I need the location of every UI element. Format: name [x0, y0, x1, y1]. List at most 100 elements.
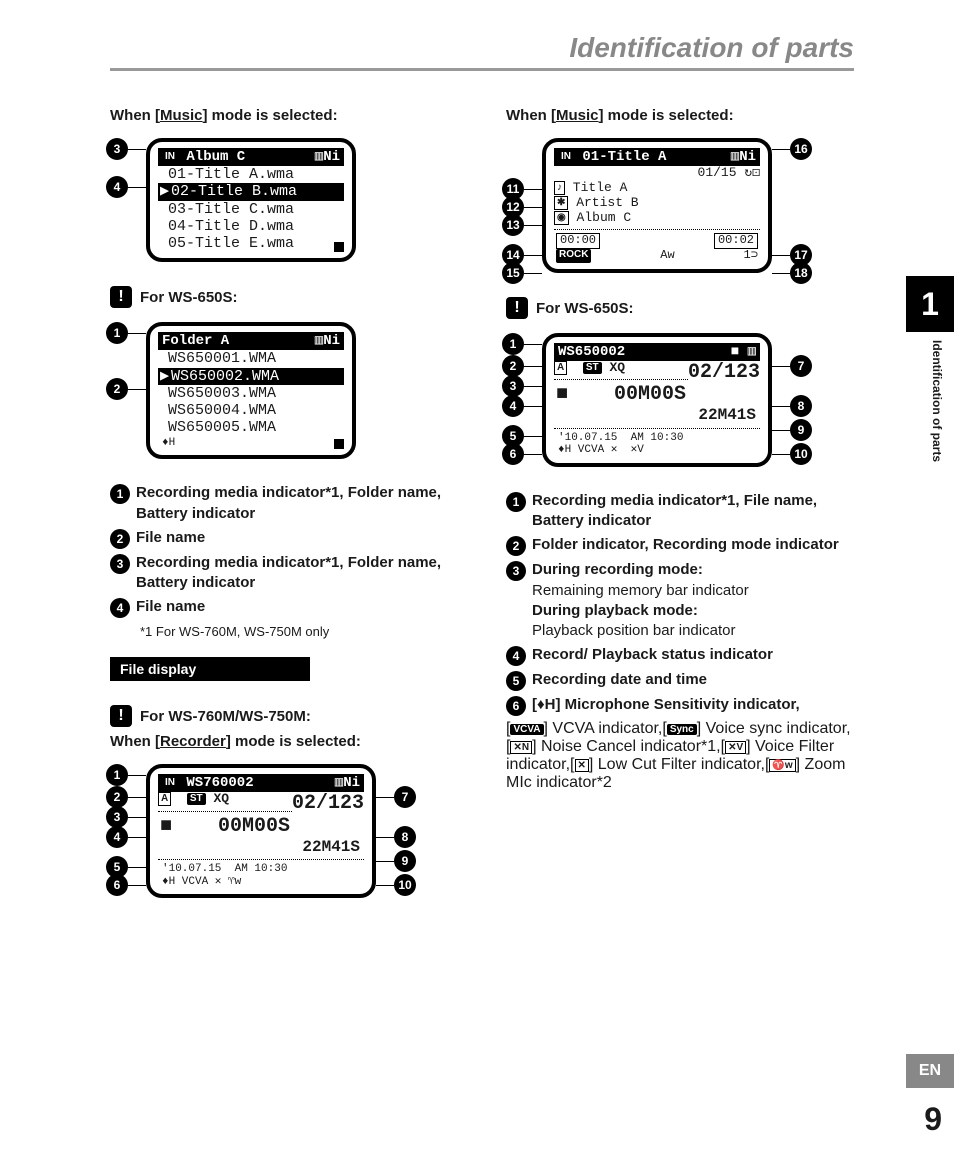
scroll-indicator-icon — [334, 439, 344, 449]
indicator-row: ♦H VCVA ✕ ♈w — [158, 876, 364, 889]
legend-number: 4 — [506, 646, 526, 666]
list-item: WS650003.WMA — [158, 385, 344, 402]
legend-text: Folder indicator, Recording mode indicat… — [532, 535, 839, 556]
callout-1: 1 — [106, 764, 128, 786]
info-row: ◉ Album C — [554, 211, 760, 226]
mic-sensitivity-icon: ♦H — [158, 437, 344, 450]
callout-3: 3 — [106, 138, 128, 160]
callout-7: 7 — [790, 355, 812, 377]
legend-number: 4 — [110, 598, 130, 618]
screen-recorder-detail: IN WS760002▥Ni A ST XQ 02/123 ■00M00S 22… — [146, 764, 376, 898]
callout-9: 9 — [394, 850, 416, 872]
legend-number: 3 — [506, 561, 526, 581]
list-item: 01-Title A.wma — [158, 166, 344, 183]
right-column: When [Music] mode is selected: IN 01-Tit… — [506, 107, 854, 908]
legend-item: 6[♦H] Microphone Sensitivity indicator, — [506, 695, 854, 716]
remaining-time: 22M41S — [554, 406, 760, 424]
callout-3: 3 — [106, 806, 128, 828]
left-column: When [Music] mode is selected: IN Album … — [110, 107, 458, 908]
legend-item: 3 Recording media indicator*1, Folder nam… — [110, 553, 458, 594]
time-total: 00:02 — [714, 233, 758, 249]
info-icon: ✱ — [554, 196, 568, 210]
note-icon: ! — [506, 297, 528, 319]
callout-8: 8 — [790, 395, 812, 417]
legend-item: 4File name — [110, 597, 458, 618]
mode-label: When [Music] mode is selected: — [110, 107, 458, 124]
legend-item: 1Recording media indicator*1, Folder nam… — [110, 483, 458, 524]
callout-3: 3 — [502, 375, 524, 397]
legend-number: 5 — [506, 671, 526, 691]
columns: When [Music] mode is selected: IN Album … — [110, 107, 854, 908]
note-icon: ! — [110, 705, 132, 727]
legend-item: 1Recording media indicator*1, File name,… — [506, 491, 854, 532]
list-item: 03-Title C.wma — [158, 201, 344, 218]
legend-indicator: [Sync] Voice sync indicator, — [662, 720, 850, 737]
chapter-label-vertical: Identification of parts — [930, 340, 944, 462]
status-icon: ■ — [556, 383, 568, 406]
legend-text: Recording date and time — [532, 670, 707, 691]
callout-10: 10 — [790, 443, 812, 465]
legend-number: 3 — [110, 554, 130, 574]
elapsed-time: 00M00S — [614, 383, 686, 406]
mode-label: When [Music] mode is selected: — [506, 107, 854, 124]
folder-mode-row: A ST XQ 02/123 — [554, 361, 760, 376]
legend-number: 2 — [506, 536, 526, 556]
header-rule — [110, 68, 854, 71]
screen-topbar: IN WS760002▥Ni — [158, 774, 364, 792]
callout-16: 16 — [790, 138, 812, 160]
screen-topbar: IN Album C▥Ni — [158, 148, 344, 166]
callout-6: 6 — [502, 443, 524, 465]
page: Identification of parts When [Music] mod… — [0, 0, 954, 1158]
lcd-screen: IN Album C▥Ni 01-Title A.wma02-Title B.w… — [146, 138, 356, 262]
heading-ws760: ! For WS-760M/WS-750M: — [110, 705, 458, 727]
time-row: 00:00 00:02 — [554, 233, 760, 249]
mode-label-recorder: When [Recorder] mode is selected: — [110, 733, 458, 750]
media-icon: IN — [162, 151, 178, 163]
page-number: 9 — [924, 1101, 942, 1138]
list-item: WS650002.WMA — [158, 368, 344, 385]
legend-item: 2File name — [110, 528, 458, 549]
battery-icon: ▥Ni — [731, 149, 756, 165]
callout-1: 1 — [106, 322, 128, 344]
media-icon: IN — [558, 151, 574, 163]
callout-15: 15 — [502, 262, 524, 284]
battery-icon: ■ ▥ — [731, 344, 756, 360]
legend-item: 2 Folder indicator, Recording mode indica… — [506, 535, 854, 556]
list-item: WS650005.WMA — [158, 419, 344, 436]
callout-8: 8 — [394, 826, 416, 848]
file-display-bar: File display — [110, 657, 310, 681]
legend-text: Recording media indicator*1, Folder name… — [136, 553, 458, 594]
list-item: 04-Title D.wma — [158, 218, 344, 235]
battery-icon: ▥Ni — [335, 775, 360, 791]
indicator-row: ♦H VCVA ✕ ✕V — [554, 444, 760, 457]
callout-1: 1 — [502, 333, 524, 355]
time-elapsed: 00:00 — [556, 233, 600, 249]
heading-ws650s: ! For WS-650S: — [506, 297, 854, 319]
legend-right: 1Recording media indicator*1, File name,… — [506, 491, 854, 717]
list-item: WS650001.WMA — [158, 350, 344, 367]
legend-text: During recording mode:Remaining memory b… — [532, 560, 749, 641]
legend-text: Recording media indicator*1, File name, … — [532, 491, 854, 532]
legend-left: 1Recording media indicator*1, Folder nam… — [110, 483, 458, 618]
language-badge: EN — [906, 1054, 954, 1088]
status-icon: ■ — [160, 815, 172, 838]
date-time: '10.07.15 AM 10:30 — [158, 863, 364, 876]
info-icon: ♪ — [554, 181, 565, 195]
screen-music-detail: IN 01-Title A▥Ni 01/15 ↻⚀ ♪ Title A✱ Art… — [542, 138, 772, 273]
legend-item: 3 During recording mode:Remaining memory … — [506, 560, 854, 641]
legend-text: [♦H] Microphone Sensitivity indicator, — [532, 695, 800, 716]
chapter-tab: 1 — [906, 276, 954, 332]
screen-folder-list: Folder A▥Ni WS650001.WMAWS650002.WMAWS65… — [146, 322, 356, 459]
lcd-screen: Folder A▥Ni WS650001.WMAWS650002.WMAWS65… — [146, 322, 356, 459]
battery-icon: ▥Ni — [315, 333, 340, 349]
remaining-time: 22M41S — [158, 838, 364, 856]
date-time: '10.07.15 AM 10:30 — [554, 432, 760, 445]
callout-2: 2 — [502, 355, 524, 377]
lcd-screen: WS650002■ ▥ A ST XQ 02/123 ■00M00S 22M41… — [542, 333, 772, 467]
legend-text: Recording media indicator*1, Folder name… — [136, 483, 458, 524]
time-row: ■00M00S — [158, 815, 292, 838]
callout-18: 18 — [790, 262, 812, 284]
legend-right-extra: [VCVA] VCVA indicator,[Sync] Voice sync … — [506, 720, 854, 792]
info-row: ✱ Artist B — [554, 196, 760, 211]
callout-7: 7 — [394, 786, 416, 808]
